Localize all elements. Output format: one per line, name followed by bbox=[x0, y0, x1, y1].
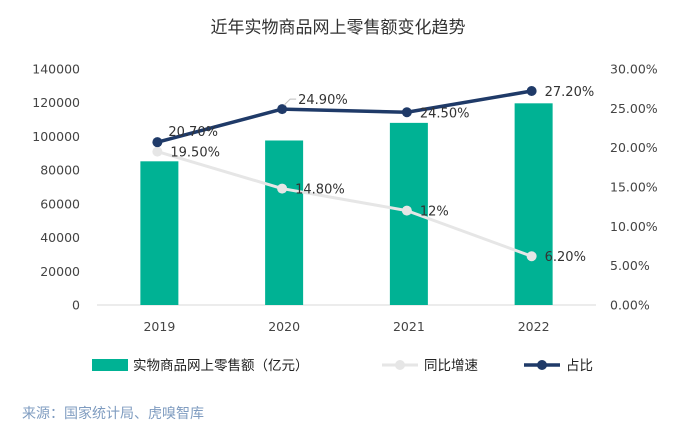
growth-data-label: 19.50% bbox=[170, 146, 220, 161]
y-right-tick-label: 25.00% bbox=[610, 101, 658, 116]
share-point bbox=[277, 104, 288, 115]
y-left-tick-label: 0 bbox=[72, 298, 80, 313]
growth-point bbox=[152, 146, 163, 157]
growth-point bbox=[526, 251, 537, 262]
y-right-tick-label: 5.00% bbox=[610, 258, 650, 273]
share-data-label: 27.20% bbox=[545, 85, 595, 100]
y-left-tick-label: 80000 bbox=[40, 163, 80, 178]
legend-swatch-bar bbox=[92, 359, 128, 371]
legend-marker-share bbox=[537, 360, 547, 370]
y-right-tick-label: 20.00% bbox=[610, 140, 658, 155]
y-left-tick-label: 20000 bbox=[40, 264, 80, 279]
share-point bbox=[152, 137, 163, 148]
y-left-tick-label: 140000 bbox=[32, 62, 80, 77]
share-data-label: 20.70% bbox=[168, 125, 218, 140]
legend-label: 实物商品网上零售额（亿元） bbox=[133, 358, 309, 374]
share-point bbox=[526, 86, 537, 97]
y-left-tick-label: 40000 bbox=[40, 230, 80, 245]
y-left-tick-label: 60000 bbox=[40, 196, 80, 211]
x-tick-label: 2020 bbox=[268, 319, 300, 334]
bar bbox=[140, 161, 179, 305]
x-tick-label: 2022 bbox=[518, 319, 550, 334]
legend-label: 占比 bbox=[566, 358, 593, 374]
legend-label: 同比增速 bbox=[424, 358, 478, 374]
chart-title: 近年实物商品网上零售额变化趋势 bbox=[211, 18, 466, 38]
legend-marker-growth bbox=[395, 360, 405, 370]
y-right-tick-label: 15.00% bbox=[610, 180, 658, 195]
x-tick-label: 2019 bbox=[143, 319, 175, 334]
source-note: 来源：国家统计局、虎嗅智库 bbox=[22, 405, 204, 422]
y-right-tick-label: 30.00% bbox=[610, 62, 658, 77]
share-data-label: 24.50% bbox=[420, 106, 470, 121]
plot-area: 0 20000 40000 60000 80000 100000 120000 140000 0… bbox=[32, 62, 658, 335]
share-line bbox=[155, 89, 534, 144]
growth-data-label: 12% bbox=[420, 205, 449, 220]
growth-point bbox=[277, 183, 288, 194]
growth-point bbox=[401, 205, 412, 216]
legend: 实物商品网上零售额（亿元） 同比增速 占比 bbox=[92, 358, 593, 374]
bar bbox=[514, 103, 553, 305]
y-left-tick-label: 100000 bbox=[32, 129, 80, 144]
share-label-leader bbox=[283, 98, 297, 106]
y-left-tick-label: 120000 bbox=[32, 95, 80, 110]
growth-data-label: 14.80% bbox=[295, 183, 345, 198]
bar bbox=[265, 140, 304, 305]
y-right-tick-label: 10.00% bbox=[610, 219, 658, 234]
y-right-tick-label: 0.00% bbox=[610, 298, 650, 313]
x-tick-label: 2021 bbox=[393, 319, 425, 334]
growth-line bbox=[155, 150, 534, 258]
share-data-label: 24.90% bbox=[298, 93, 348, 108]
growth-data-label: 6.20% bbox=[545, 250, 586, 265]
share-point bbox=[401, 107, 412, 118]
